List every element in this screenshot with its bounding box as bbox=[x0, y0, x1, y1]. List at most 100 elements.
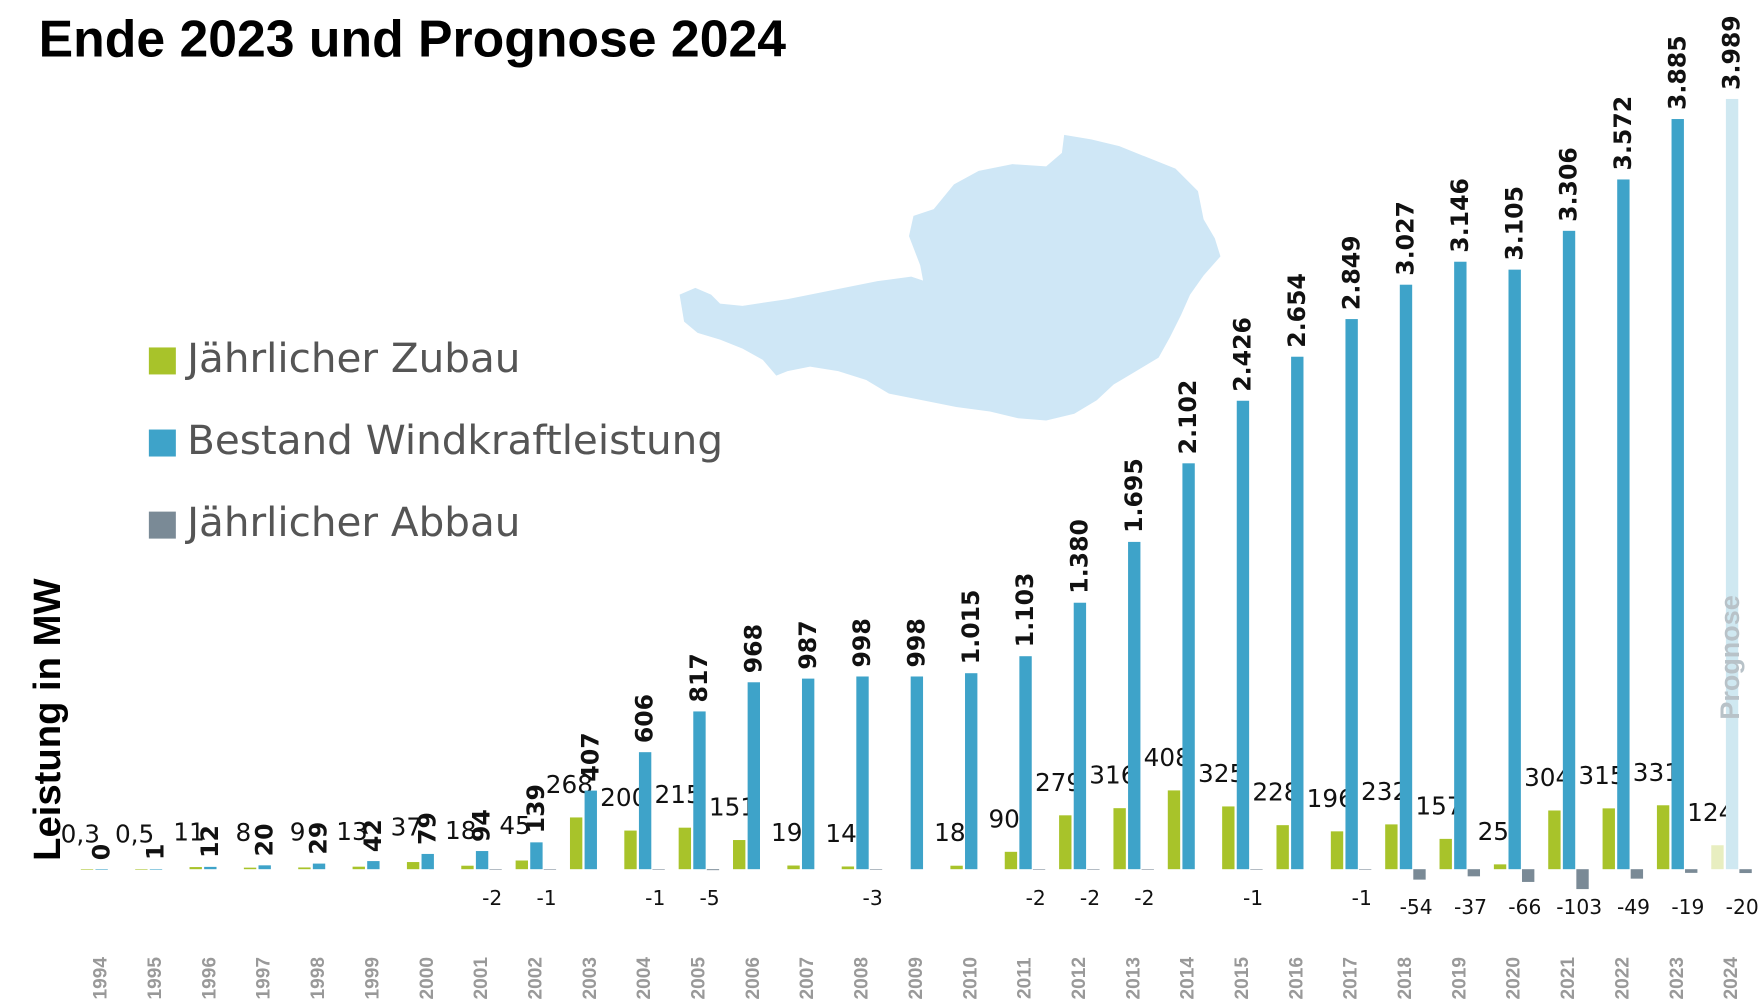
x-tick-label: 2005 bbox=[689, 957, 710, 1000]
value-label: -2 bbox=[1134, 886, 1154, 910]
value-label: 1.380 bbox=[1066, 519, 1094, 594]
bar bbox=[1671, 119, 1684, 870]
value-label: 3.989 bbox=[1718, 15, 1746, 90]
value-label: 0,3 bbox=[61, 819, 100, 848]
value-label: -5 bbox=[700, 886, 720, 910]
value-label: 18 bbox=[934, 818, 965, 847]
bar bbox=[1291, 356, 1304, 870]
value-label: -3 bbox=[863, 886, 883, 910]
x-tick-label: 2015 bbox=[1232, 957, 1253, 1000]
value-label: -19 bbox=[1671, 895, 1704, 919]
bar bbox=[1330, 831, 1344, 870]
value-label: 606 bbox=[631, 694, 659, 743]
bar bbox=[1059, 815, 1072, 870]
value-label: 987 bbox=[794, 620, 822, 669]
bar bbox=[406, 862, 420, 870]
value-label: 1 bbox=[142, 844, 170, 860]
value-label: 20 bbox=[250, 823, 278, 856]
bar bbox=[80, 869, 94, 870]
bar bbox=[1413, 869, 1426, 880]
value-label: 1.015 bbox=[957, 590, 985, 665]
value-label: 2.426 bbox=[1229, 317, 1257, 392]
value-label: -2 bbox=[1080, 886, 1100, 910]
bar bbox=[1182, 463, 1195, 870]
bar bbox=[489, 869, 502, 870]
x-tick-label: 2007 bbox=[797, 957, 818, 1000]
chart-title: Ende 2023 und Prognose 2024 bbox=[39, 9, 787, 67]
x-tick-label: 1996 bbox=[199, 957, 220, 1000]
value-label: 19 bbox=[771, 818, 802, 847]
value-label: 998 bbox=[902, 618, 930, 667]
bar bbox=[1167, 790, 1181, 870]
bar bbox=[569, 817, 583, 870]
legend-label: Bestand Windkraftleistung bbox=[187, 416, 723, 464]
value-label: 998 bbox=[848, 618, 876, 667]
bar bbox=[352, 866, 365, 870]
bar bbox=[1711, 845, 1724, 870]
x-tick-label: 2016 bbox=[1286, 957, 1307, 1000]
value-label: -54 bbox=[1400, 895, 1433, 919]
value-label: 79 bbox=[413, 812, 441, 845]
bar bbox=[1725, 98, 1739, 870]
x-tick-label: 2001 bbox=[471, 957, 492, 1000]
bar bbox=[733, 840, 746, 870]
value-label: 3.885 bbox=[1663, 35, 1691, 110]
bar bbox=[530, 842, 543, 870]
value-label: 37 bbox=[391, 812, 422, 841]
value-label: 25 bbox=[1478, 817, 1509, 846]
value-label: 0 bbox=[87, 844, 115, 860]
x-tick-label: 2002 bbox=[525, 957, 546, 1000]
x-tick-label: 2018 bbox=[1395, 957, 1416, 1000]
value-label: 8 bbox=[235, 818, 251, 847]
value-label: 3.572 bbox=[1609, 96, 1637, 171]
bar bbox=[1073, 602, 1087, 870]
bar bbox=[1467, 869, 1481, 877]
bar bbox=[787, 865, 800, 870]
x-tick-label: 2024 bbox=[1721, 957, 1742, 1000]
legend-swatch bbox=[148, 347, 176, 375]
value-label: 3.146 bbox=[1446, 178, 1474, 253]
x-tick-label: 2009 bbox=[906, 957, 927, 1000]
value-label: -1 bbox=[1352, 886, 1372, 910]
bar bbox=[624, 830, 637, 870]
bar bbox=[1113, 808, 1126, 870]
legend-label: Jährlicher Zubau bbox=[184, 334, 520, 382]
value-label: 94 bbox=[468, 809, 496, 842]
value-label: 12 bbox=[196, 825, 224, 858]
bar bbox=[869, 869, 883, 870]
value-label: -20 bbox=[1726, 895, 1759, 919]
x-tick-label: 2021 bbox=[1558, 957, 1579, 1000]
bar bbox=[856, 676, 869, 870]
value-label: -1 bbox=[536, 886, 556, 910]
bar bbox=[1656, 805, 1670, 870]
value-label: 3.027 bbox=[1392, 201, 1420, 276]
bar bbox=[243, 867, 257, 870]
value-label: 2.849 bbox=[1337, 235, 1365, 310]
x-tick-label: 1997 bbox=[254, 957, 275, 1000]
value-label: 1.103 bbox=[1011, 573, 1039, 648]
bar bbox=[584, 790, 597, 870]
value-label: -66 bbox=[1508, 895, 1541, 919]
value-label: -103 bbox=[1556, 895, 1602, 919]
bar bbox=[1032, 869, 1046, 870]
bar bbox=[1602, 808, 1615, 870]
bar bbox=[312, 863, 326, 870]
value-label: 90 bbox=[988, 804, 1019, 833]
bar bbox=[149, 868, 163, 870]
bar bbox=[1019, 656, 1032, 870]
x-tick-label: 2011 bbox=[1015, 957, 1036, 999]
value-label: 0,5 bbox=[115, 819, 154, 848]
bar bbox=[638, 752, 652, 870]
annotation: Prognose bbox=[1715, 595, 1745, 719]
bar bbox=[801, 678, 815, 870]
bar bbox=[515, 860, 528, 870]
bar bbox=[965, 673, 978, 870]
value-label: 968 bbox=[739, 624, 767, 673]
bar bbox=[1562, 230, 1576, 870]
value-label: 407 bbox=[576, 732, 604, 781]
bar bbox=[1385, 824, 1398, 870]
bar bbox=[1345, 319, 1358, 870]
x-tick-label: 2017 bbox=[1341, 957, 1362, 1000]
bar bbox=[747, 682, 760, 870]
